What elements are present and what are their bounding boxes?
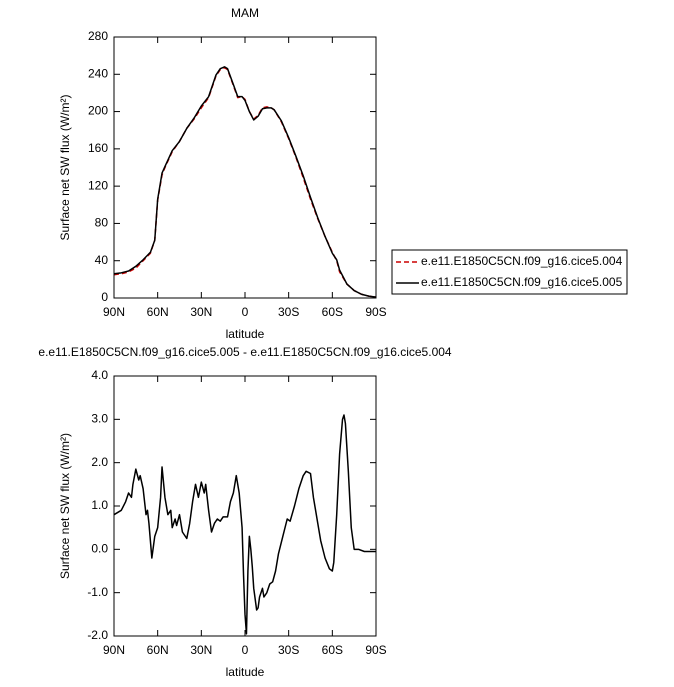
y-tick-label: 280 (88, 29, 108, 43)
x-tick-label: 60N (147, 643, 169, 657)
data-line (113, 66, 377, 298)
x-tick-label: 30N (190, 305, 212, 319)
y-tick-label: 40 (95, 253, 109, 267)
x-tick-label: 90S (365, 305, 386, 319)
y-tick-label: 200 (88, 104, 108, 118)
plot-frame (113, 375, 377, 637)
y-tick-label: -1.0 (87, 585, 108, 599)
x-tick-label: 60S (322, 305, 343, 319)
legend-box (391, 249, 628, 295)
y-tick-label: 3.0 (91, 412, 108, 426)
chart-title: MAM (231, 6, 259, 20)
y-tick-label: 0.0 (91, 542, 108, 556)
x-tick-label: 30S (278, 643, 299, 657)
y-tick-label: 1.0 (91, 498, 108, 512)
y-tick-label: 80 (95, 216, 109, 230)
x-tick-label: 90N (103, 643, 125, 657)
y-tick-label: 0 (101, 290, 108, 304)
x-tick-label: 30N (190, 643, 212, 657)
x-tick-label: 0 (242, 643, 249, 657)
x-axis-label: latitude (226, 665, 265, 679)
x-tick-label: 60S (322, 643, 343, 657)
data-line (113, 414, 376, 635)
y-tick-label: -2.0 (87, 628, 108, 642)
legend-label: e.e11.E1850C5CN.f09_g16.cice5.005 (421, 275, 623, 289)
y-tick-label: 120 (88, 178, 108, 192)
x-tick-label: 90N (103, 305, 125, 319)
y-tick-label: 4.0 (91, 368, 108, 382)
x-tick-label: 60N (147, 305, 169, 319)
y-tick-label: 160 (88, 141, 108, 155)
y-tick-label: 240 (88, 66, 108, 80)
legend-label: e.e11.E1850C5CN.f09_g16.cice5.004 (421, 254, 623, 268)
y-axis-label: Surface net SW flux (W/m²) (58, 433, 72, 579)
y-axis-label: Surface net SW flux (W/m²) (58, 94, 72, 240)
x-tick-label: 0 (242, 305, 249, 319)
plot-frame (113, 36, 377, 299)
y-tick-label: 2.0 (91, 455, 108, 469)
x-tick-label: 30S (278, 305, 299, 319)
chart-title: e.e11.E1850C5CN.f09_g16.cice5.005 - e.e1… (38, 345, 452, 359)
x-axis-label: latitude (226, 327, 265, 341)
x-tick-label: 90S (365, 643, 386, 657)
